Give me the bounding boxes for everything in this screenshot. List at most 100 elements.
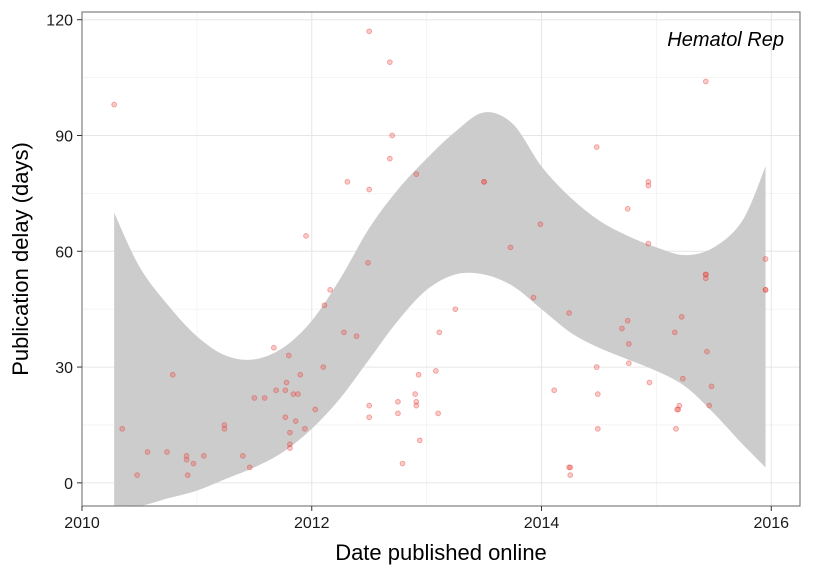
data-point (273, 387, 279, 394)
data-point (297, 371, 304, 378)
x-tick-label: 2012 (294, 515, 330, 532)
data-point (111, 101, 118, 108)
data-point (625, 341, 632, 347)
plot-annotation: Hematol Rep (667, 29, 784, 51)
data-point (239, 452, 246, 459)
data-point (413, 171, 420, 177)
data-point (530, 294, 537, 301)
data-point (567, 464, 574, 471)
data-point (387, 59, 393, 66)
y-tick-label: 120 (46, 13, 73, 30)
data-points-layer (111, 28, 769, 478)
data-point (676, 402, 683, 409)
data-point (645, 240, 652, 247)
data-point (416, 437, 423, 444)
x-tick-label: 2014 (524, 515, 560, 532)
data-point (366, 414, 373, 421)
data-point (169, 371, 176, 378)
data-point (183, 452, 190, 459)
data-point (321, 302, 328, 309)
data-point (312, 406, 319, 413)
confidence-ribbon (114, 112, 766, 507)
data-point (287, 441, 293, 448)
data-point (566, 464, 572, 471)
confidence-ribbon-layer (114, 112, 766, 507)
data-point (679, 375, 686, 382)
data-point (295, 391, 301, 397)
data-point (675, 406, 682, 413)
data-point (389, 132, 396, 139)
data-point (282, 387, 289, 394)
data-point (619, 325, 625, 332)
data-point (537, 221, 544, 228)
data-point (302, 425, 308, 432)
data-point (270, 344, 277, 351)
data-point (283, 379, 290, 386)
y-axis-title: Publication delay (days) (8, 142, 33, 376)
data-point (551, 387, 558, 394)
data-point (566, 310, 572, 316)
data-point (303, 232, 309, 239)
data-point (432, 368, 439, 374)
data-point (762, 287, 769, 293)
data-point (341, 329, 347, 336)
data-point (221, 422, 228, 428)
data-point (413, 402, 420, 409)
data-point (164, 449, 170, 455)
data-point (190, 460, 197, 467)
data-point (673, 425, 679, 432)
data-point (287, 429, 293, 436)
data-point (287, 445, 293, 451)
y-tick-label: 30 (55, 360, 73, 377)
data-point (507, 244, 514, 251)
data-point (708, 383, 715, 390)
data-point (221, 425, 228, 432)
data-point (413, 398, 420, 405)
data-point (412, 391, 419, 397)
data-point (704, 348, 710, 355)
data-point (320, 364, 327, 370)
data-point (678, 314, 685, 320)
data-point (395, 410, 401, 417)
data-point (344, 178, 351, 185)
x-axis: 2010 2012 2014 2016 (64, 506, 789, 532)
data-point (702, 271, 709, 278)
data-point (261, 395, 268, 401)
data-point (387, 155, 393, 162)
x-tick-label: 2010 (64, 515, 100, 532)
data-point (702, 78, 709, 85)
data-point (481, 178, 487, 185)
data-point (292, 418, 299, 424)
data-point (645, 178, 652, 185)
data-point (481, 178, 487, 185)
data-point (200, 452, 207, 459)
data-point (144, 449, 151, 455)
data-point (285, 352, 292, 359)
data-point (567, 472, 574, 478)
data-point (436, 329, 443, 336)
y-tick-label: 0 (64, 476, 73, 493)
data-point (119, 425, 126, 432)
data-point (282, 414, 289, 421)
data-point (594, 425, 601, 432)
data-point (327, 287, 333, 293)
y-tick-label: 60 (55, 244, 73, 261)
data-point (593, 364, 600, 370)
x-tick-label: 2016 (753, 515, 789, 532)
data-point (184, 472, 191, 478)
data-point (435, 410, 441, 417)
data-point (353, 333, 360, 340)
data-point (415, 371, 422, 378)
y-tick-label: 90 (55, 129, 73, 146)
data-point (399, 460, 406, 467)
data-point (645, 182, 652, 189)
data-point (702, 271, 709, 278)
data-point (452, 306, 459, 313)
data-point (365, 260, 371, 266)
data-point (674, 406, 680, 413)
data-point (366, 186, 373, 193)
y-axis: 0 30 60 90 120 (46, 13, 82, 493)
data-point (366, 402, 373, 409)
data-point (762, 256, 769, 262)
data-point (624, 205, 631, 212)
